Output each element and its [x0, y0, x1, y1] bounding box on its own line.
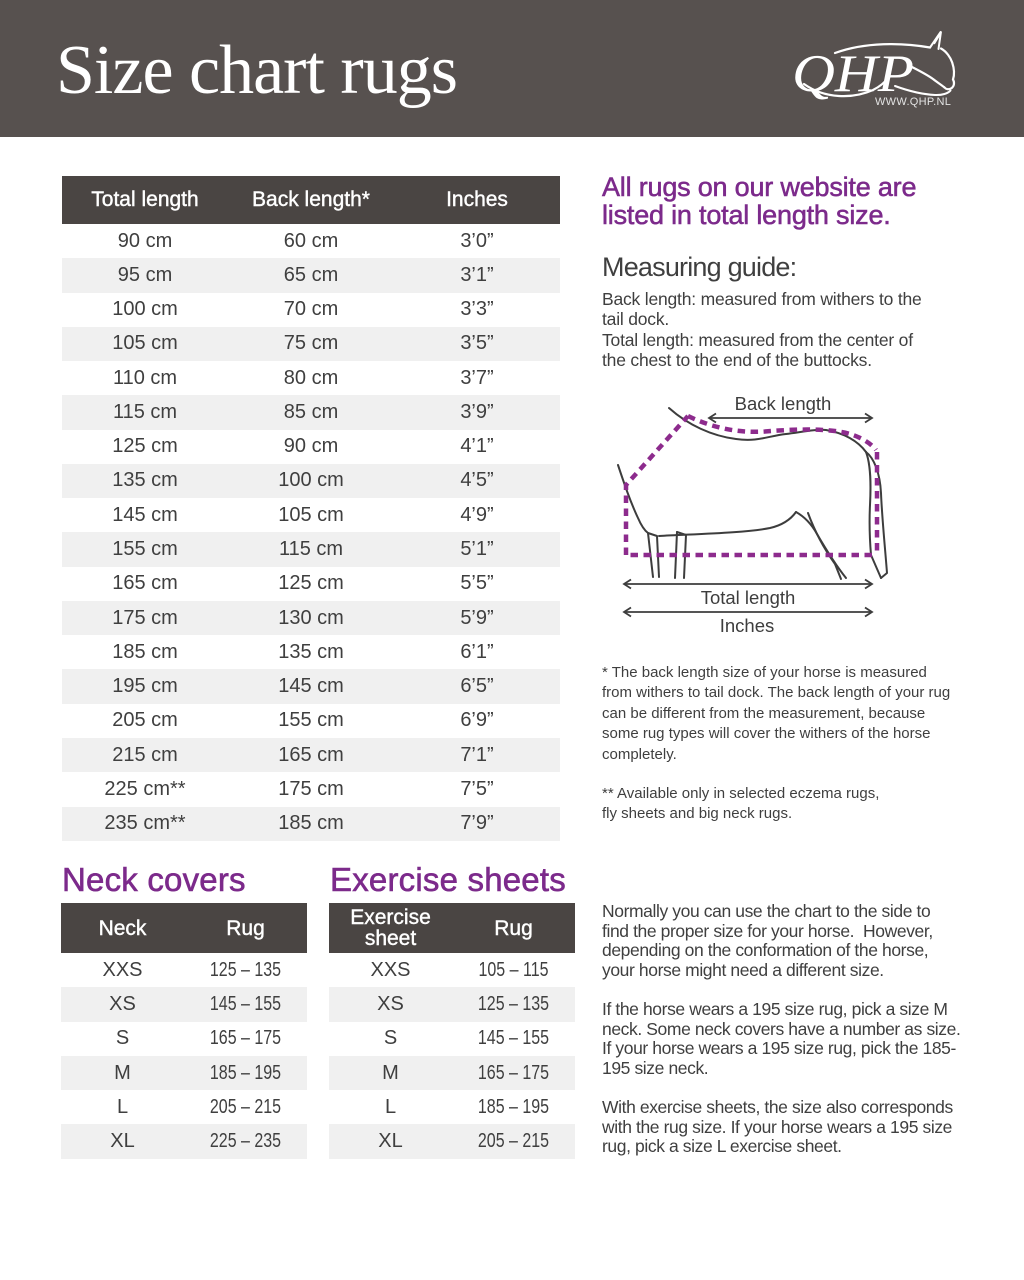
svg-text:WWW.QHP.NL: WWW.QHP.NL	[875, 96, 951, 108]
svg-text:Inches: Inches	[720, 615, 775, 636]
svg-text:Back length: Back length	[735, 393, 832, 414]
svg-text:Total length: Total length	[701, 587, 796, 608]
svg-text:QHP: QHP	[792, 45, 914, 103]
